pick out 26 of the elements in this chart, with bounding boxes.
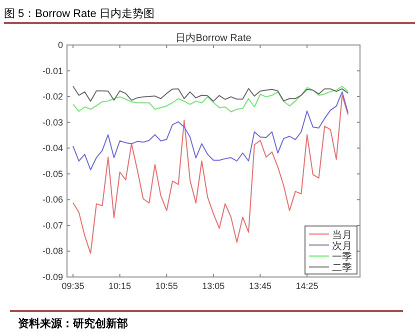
- y-tick-label: -0.05: [42, 168, 63, 179]
- y-tick-label: -0.03: [42, 117, 63, 128]
- y-tick-label: -0.02: [42, 92, 63, 102]
- x-tick-label: 09:35: [62, 281, 84, 291]
- y-tick-label: -0.06: [42, 194, 63, 205]
- x-tick-label: 13:05: [202, 281, 225, 291]
- legend-label: 次月: [332, 241, 352, 252]
- y-tick-label: -0.07: [42, 220, 63, 230]
- y-tick-label: -0.04: [42, 143, 63, 154]
- chart-title: 图 5：Borrow Rate 日内走势图: [4, 7, 154, 20]
- line-series: [72, 86, 348, 112]
- y-tick-label: -0.08: [42, 246, 63, 256]
- text: 资料来源：研究创新部: [18, 317, 128, 330]
- legend-label: 二季: [332, 262, 352, 274]
- y-tick-label: -0.09: [42, 272, 63, 282]
- legend-label: 当月: [332, 229, 352, 241]
- x-tick-label: 13:45: [248, 281, 272, 291]
- y-tick-label: 0: [58, 40, 63, 50]
- line-series: [72, 91, 348, 170]
- x-tick-label: 14:25: [296, 281, 318, 291]
- x-tick-label: 10:55: [155, 281, 178, 291]
- x-tick-label: 10:15: [108, 281, 132, 291]
- chart-subtitle: 日内Borrow Rate: [176, 32, 252, 44]
- line-series: [72, 86, 348, 102]
- legend-label: 一季: [332, 251, 352, 263]
- y-tick-label: -0.01: [42, 66, 63, 76]
